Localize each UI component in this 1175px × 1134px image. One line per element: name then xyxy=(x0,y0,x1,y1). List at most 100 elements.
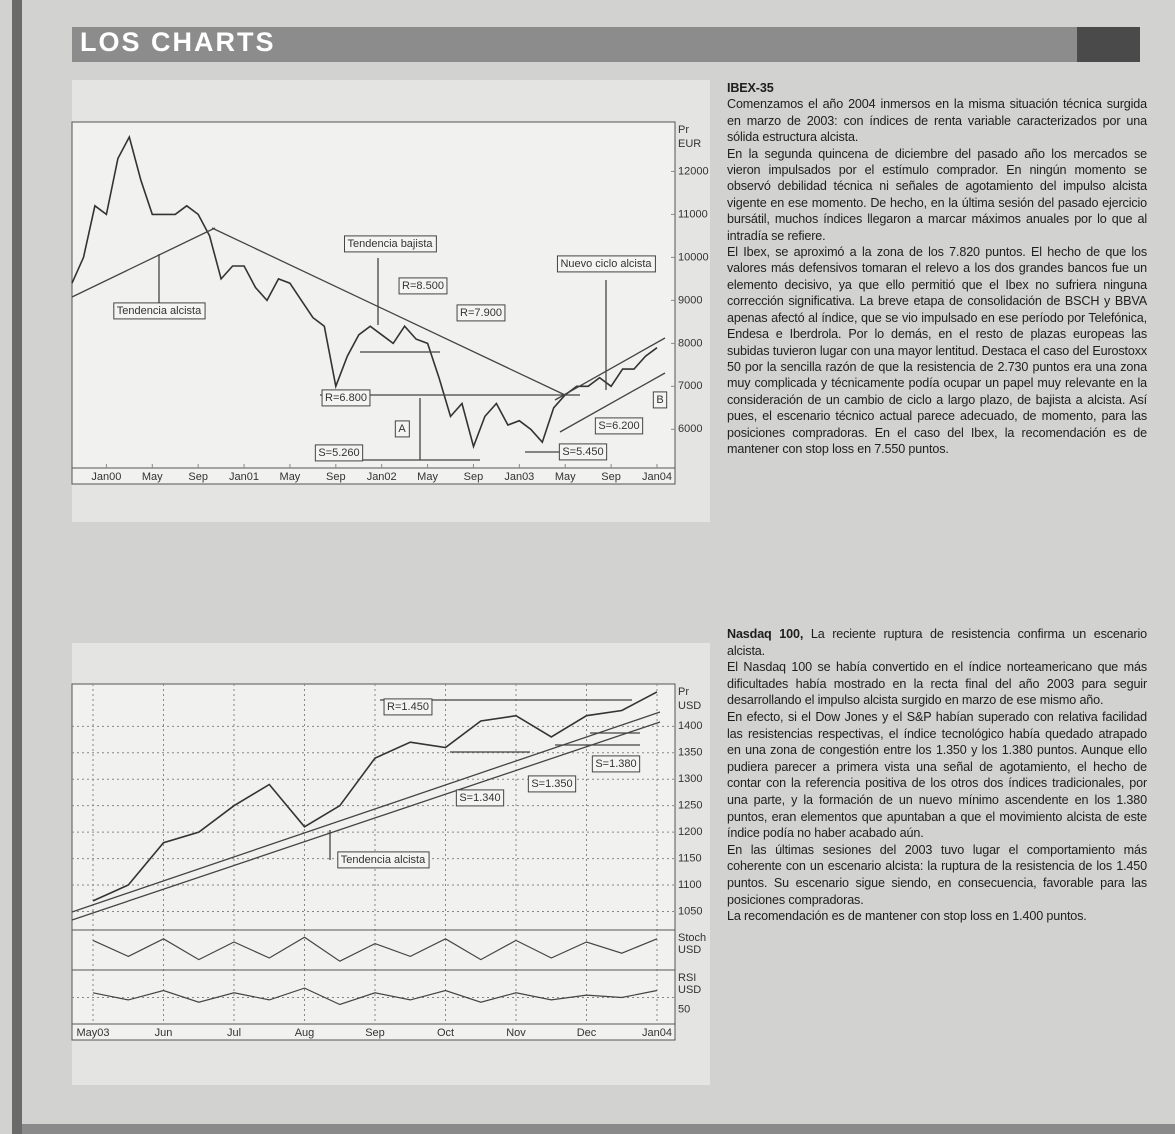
annotation-box xyxy=(527,775,577,793)
x-tick-label: Jul xyxy=(227,1027,241,1039)
annotation: S=5.450 xyxy=(562,446,603,458)
article-ibex: IBEX-35 Comenzamos el año 2004 inmersos … xyxy=(727,80,1147,457)
annotation-box xyxy=(383,698,433,716)
y-tick-label: 1200 xyxy=(678,826,702,838)
y-tick-label: 8000 xyxy=(678,337,702,349)
x-tick-label: Sep xyxy=(326,471,346,483)
y-tick-label: 1400 xyxy=(678,720,702,732)
annotation: B xyxy=(656,394,663,406)
x-tick-label: May xyxy=(142,471,163,483)
annotation-box xyxy=(314,444,364,462)
header-title: LOS CHARTS xyxy=(80,27,276,57)
x-tick-label: Jan01 xyxy=(229,471,259,483)
y-tick-label: 7000 xyxy=(678,380,702,392)
y-tick-label: 1150 xyxy=(678,852,702,864)
indicator-line xyxy=(92,987,658,1006)
paragraph: En efecto, si el Dow Jones y el S&P habí… xyxy=(727,709,1147,841)
annotation-box xyxy=(398,277,448,295)
x-tick-label: Jun xyxy=(155,1027,173,1039)
paragraph: En la segunda quincena de diciembre del … xyxy=(727,146,1147,243)
annotation-box xyxy=(558,443,608,461)
left-rule xyxy=(12,0,22,1134)
x-tick-label: Sep xyxy=(464,471,484,483)
article-nasdaq: Nasdaq 100, La reciente ruptura de resis… xyxy=(727,626,1147,925)
indicator-line xyxy=(92,936,658,962)
annotation: A xyxy=(398,423,406,435)
annotation: S=5.260 xyxy=(318,447,359,459)
annotation: S=1.350 xyxy=(531,778,572,790)
pane-label: Stoch xyxy=(678,932,706,944)
x-tick-label: Jan00 xyxy=(91,471,121,483)
axis-label: Pr xyxy=(678,686,689,698)
trend-line xyxy=(211,227,566,396)
x-tick-label: Dec xyxy=(577,1027,597,1039)
annotation: R=7.900 xyxy=(460,307,502,319)
trend-line xyxy=(559,372,666,433)
x-tick-label: Sep xyxy=(188,471,208,483)
x-tick-label: Jan03 xyxy=(504,471,534,483)
paragraph: El Ibex, se aproximó a la zona de los 7.… xyxy=(727,245,1147,456)
annotation-box xyxy=(343,235,437,253)
x-tick-label: Sep xyxy=(365,1027,385,1039)
annotation-box xyxy=(652,391,668,409)
trend-line xyxy=(71,721,661,921)
x-tick-label: Oct xyxy=(437,1027,454,1039)
axis-label: Pr xyxy=(678,124,689,136)
price-line xyxy=(92,691,658,902)
x-tick-label: May xyxy=(555,471,576,483)
annotation: R=6.800 xyxy=(325,392,367,404)
header-block xyxy=(1077,27,1140,62)
annotation: Tendencia bajista xyxy=(347,238,433,250)
x-tick-label: Jan02 xyxy=(367,471,397,483)
y-tick-label: 1050 xyxy=(678,905,702,917)
y-tick-label: 1250 xyxy=(678,800,702,812)
y-tick-label: 9000 xyxy=(678,294,702,306)
article-heading: Nasdaq 100, xyxy=(727,627,804,641)
annotation: R=1.450 xyxy=(387,701,429,713)
y-tick-label: 1350 xyxy=(678,747,702,759)
x-tick-label: May xyxy=(280,471,301,483)
trend-line xyxy=(554,337,666,401)
annotation: Tendencia alcista xyxy=(341,854,426,866)
x-tick-label: Aug xyxy=(295,1027,315,1039)
annotation-box xyxy=(113,302,206,320)
annotation-box xyxy=(591,755,641,773)
annotation: S=1.380 xyxy=(595,758,636,770)
paragraph: En las últimas sesiones del 2003 tuvo lu… xyxy=(727,842,1147,907)
x-tick-label: May03 xyxy=(76,1027,109,1039)
pane-tick-label: 50 xyxy=(678,1003,690,1015)
bottom-rule xyxy=(22,1124,1175,1134)
price-line xyxy=(71,134,658,450)
x-tick-label: Jan04 xyxy=(642,1027,672,1039)
axis-unit: EUR xyxy=(678,138,701,150)
x-tick-label: Sep xyxy=(601,471,621,483)
annotation-box xyxy=(456,304,506,322)
annotation-box xyxy=(556,255,656,273)
y-tick-label: 10000 xyxy=(678,251,709,263)
annotation: Tendencia alcista xyxy=(117,305,202,317)
trend-line xyxy=(71,227,216,298)
annotation: S=6.200 xyxy=(598,420,639,432)
x-tick-label: May xyxy=(417,471,438,483)
annotation-box xyxy=(337,851,430,869)
y-tick-label: 1300 xyxy=(678,773,702,785)
axis-unit: USD xyxy=(678,700,701,712)
annotation: R=8.500 xyxy=(402,280,444,292)
x-tick-label: Nov xyxy=(506,1027,526,1039)
paragraph: Comenzamos el año 2004 inmersos en la mi… xyxy=(727,97,1147,145)
paragraph: El Nasdaq 100 se había convertido en el … xyxy=(727,660,1147,708)
y-tick-label: 6000 xyxy=(678,423,702,435)
y-tick-label: 11000 xyxy=(678,208,708,220)
annotation-box xyxy=(455,789,505,807)
header-bar xyxy=(72,27,1077,62)
annotation-box xyxy=(594,417,644,435)
y-tick-label: 1100 xyxy=(678,879,702,891)
paragraph: La recomendación es de mantener con stop… xyxy=(727,909,1087,924)
pane-label: RSI xyxy=(678,972,696,984)
article-heading: IBEX-35 xyxy=(727,81,774,95)
annotation: Nuevo ciclo alcista xyxy=(560,258,652,270)
pane-unit: USD xyxy=(678,984,701,996)
annotation-box xyxy=(321,389,371,407)
